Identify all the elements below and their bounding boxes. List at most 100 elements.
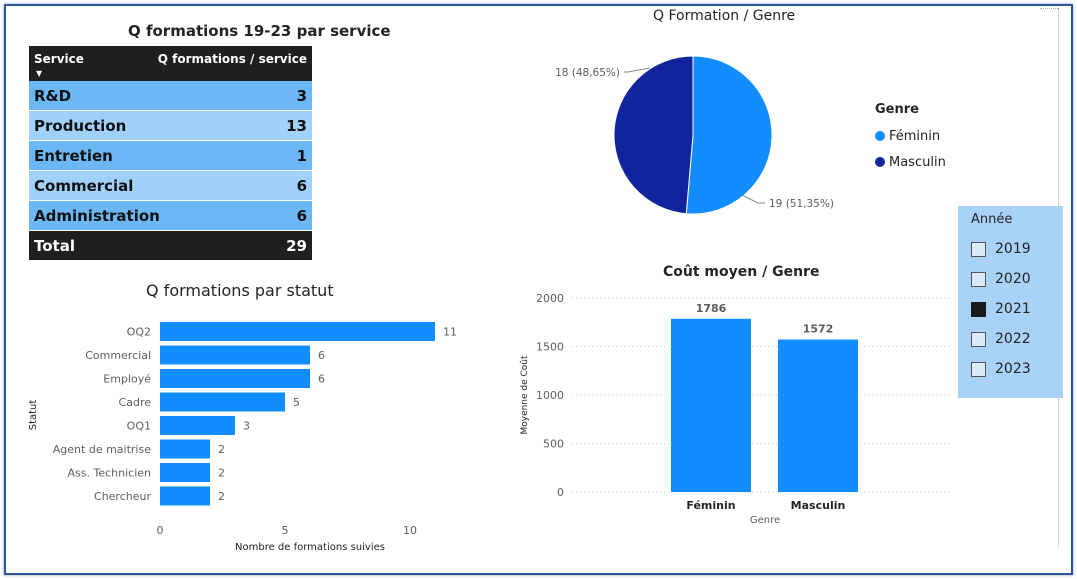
legend-dot-icon <box>875 131 885 141</box>
category-label: Chercheur <box>94 490 151 503</box>
bar-Cadre[interactable] <box>160 392 285 412</box>
visual-border-line-top <box>1040 8 1058 9</box>
pie-slice-Féminin[interactable] <box>685 55 773 215</box>
legend-label: Masculin <box>889 154 946 170</box>
gender-pie-chart[interactable]: 19 (51,35%) 18 (48,65%) <box>540 40 870 230</box>
cell-count: 13 <box>286 116 307 135</box>
cell-count: 3 <box>296 86 307 105</box>
bar-value-label: 11 <box>443 326 457 339</box>
cell-service: Entretien <box>34 146 113 165</box>
column-header-count[interactable]: Q formations / service <box>157 52 307 66</box>
pie-title: Q Formation / Genre <box>653 8 796 24</box>
service-table: Service ▼ Q formations / service R&D 3 Pro… <box>29 46 312 260</box>
y-axis-label: Moyenne de Coût <box>520 355 530 435</box>
category-label: Ass. Technicien <box>68 467 152 480</box>
bar-value-label: 6 <box>318 373 325 386</box>
legend-item-feminin[interactable]: Féminin <box>875 123 946 149</box>
bar-Agent de maitrise[interactable] <box>160 439 210 459</box>
pie-leader-line <box>624 67 651 73</box>
statut-bar-chart[interactable]: OQ2 11 Commercial 6 Employé 6 Cadre 5 OQ1 3 Agent … <box>20 305 490 555</box>
cell-count: 6 <box>296 176 307 195</box>
total-label: Total <box>34 236 75 255</box>
bar-Masculin[interactable] <box>778 339 858 492</box>
y-tick-label: 500 <box>543 438 564 451</box>
category-label: Agent de maitrise <box>53 443 151 456</box>
pie-legend: Genre Féminin Masculin <box>875 102 946 175</box>
bar-value-label: 1786 <box>696 302 727 315</box>
table-row[interactable]: R&D 3 <box>29 81 312 111</box>
category-label: Masculin <box>791 499 846 512</box>
bar-value-label: 5 <box>293 396 300 409</box>
report-frame <box>4 4 1073 575</box>
bar-value-label: 2 <box>218 443 225 456</box>
slicer-option-2023[interactable]: 2023 <box>971 354 1063 384</box>
legend-item-masculin[interactable]: Masculin <box>875 149 946 175</box>
bar-value-label: 2 <box>218 490 225 503</box>
bar-value-label: 6 <box>318 349 325 362</box>
x-axis-label: Genre <box>750 515 780 526</box>
slicer-option-label: 2019 <box>995 241 1031 257</box>
bar-Commercial[interactable] <box>160 345 310 365</box>
slicer-option-label: 2020 <box>995 271 1031 287</box>
checkbox-icon[interactable] <box>971 241 986 257</box>
bar-Employé[interactable] <box>160 369 310 388</box>
y-tick-label: 1500 <box>536 341 564 354</box>
checkbox-icon[interactable] <box>971 271 986 287</box>
cost-chart-title: Coût moyen / Genre <box>663 264 820 280</box>
category-label: Commercial <box>85 349 151 362</box>
bar-Féminin[interactable] <box>671 318 751 492</box>
cell-count: 1 <box>296 146 307 165</box>
cell-service: Production <box>34 116 127 135</box>
bar-value-label: 3 <box>243 420 250 433</box>
slicer-option-2019[interactable]: 2019 <box>971 234 1063 264</box>
year-slicer: Année 2019 2020 2021 2022 2023 <box>958 206 1063 398</box>
bar-Chercheur[interactable] <box>160 486 210 506</box>
table-header-row: Service ▼ Q formations / service <box>29 46 312 81</box>
table-title: Q formations 19-23 par service <box>128 22 391 40</box>
bar-OQ2[interactable] <box>160 322 435 341</box>
y-tick-label: 1000 <box>536 389 564 402</box>
bar-value-label: 1572 <box>803 323 834 336</box>
checkbox-icon[interactable] <box>971 331 986 347</box>
slicer-option-label: 2022 <box>995 331 1031 347</box>
total-value: 29 <box>286 236 307 255</box>
pie-leader-line <box>741 194 765 204</box>
category-label: Cadre <box>119 396 152 409</box>
slicer-title: Année <box>971 212 1013 227</box>
cell-count: 6 <box>296 206 307 225</box>
table-total-row: Total 29 <box>29 231 312 260</box>
slicer-option-2020[interactable]: 2020 <box>971 264 1063 294</box>
slicer-option-2021[interactable]: 2021 <box>971 294 1063 324</box>
bar-OQ1[interactable] <box>160 416 235 435</box>
legend-title: Genre <box>875 102 919 117</box>
slicer-option-2022[interactable]: 2022 <box>971 324 1063 354</box>
cell-service: R&D <box>34 86 72 105</box>
category-label: Employé <box>103 373 151 386</box>
x-tick-label: 10 <box>403 524 417 537</box>
x-tick-label: 5 <box>282 524 289 537</box>
cell-service: Administration <box>34 206 160 225</box>
bar-Ass. Technicien[interactable] <box>160 463 210 482</box>
legend-label: Féminin <box>889 128 941 144</box>
checkbox-checked-icon[interactable] <box>971 301 986 317</box>
column-header-service-label: Service <box>34 52 84 66</box>
pie-slice-Masculin[interactable] <box>613 55 694 215</box>
table-row[interactable]: Entretien 1 <box>29 141 312 171</box>
cost-bar-chart[interactable]: 0 500 1000 1500 2000 1786 Féminin 1572 Masculin G… <box>510 285 960 530</box>
sort-down-icon[interactable]: ▼ <box>36 69 43 78</box>
category-label: OQ2 <box>127 326 151 339</box>
y-tick-label: 0 <box>557 486 564 499</box>
pie-data-label: 19 (51,35%) <box>769 198 834 210</box>
checkbox-icon[interactable] <box>971 361 986 377</box>
category-label: OQ1 <box>127 420 151 433</box>
x-axis-label: Nombre de formations suivies <box>235 542 385 553</box>
table-row[interactable]: Commercial 6 <box>29 171 312 201</box>
slicer-option-label: 2021 <box>995 301 1031 317</box>
cell-service: Commercial <box>34 176 134 195</box>
table-row[interactable]: Production 13 <box>29 111 312 141</box>
category-label: Féminin <box>686 499 735 512</box>
column-header-service[interactable]: Service ▼ <box>34 52 84 78</box>
table-row[interactable]: Administration 6 <box>29 201 312 231</box>
slicer-option-label: 2023 <box>995 361 1031 377</box>
bar-value-label: 2 <box>218 467 225 480</box>
